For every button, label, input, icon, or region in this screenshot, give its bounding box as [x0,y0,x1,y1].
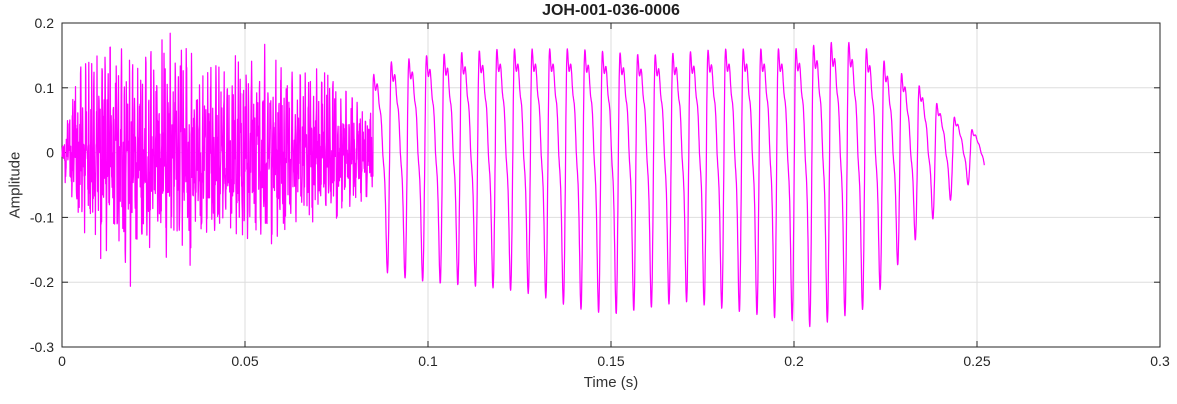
chart-title: JOH-001-036-0006 [542,2,680,19]
y-tick-label: -0.3 [30,339,54,355]
y-tick-label: 0 [46,145,54,161]
x-tick-label: 0.25 [963,353,990,369]
x-axis-label: Time (s) [583,374,639,391]
y-tick-label: 0.2 [35,15,55,31]
x-tick-label: 0.1 [418,353,438,369]
x-tick-label: 0.3 [1150,353,1170,369]
waveform-path [61,32,985,328]
x-tick-label: 0.05 [231,353,258,369]
y-tick-label: -0.2 [30,274,54,290]
y-tick-label: 0.1 [35,80,55,96]
x-tick-label: 0.15 [597,353,624,369]
x-tick-label: 0 [58,353,66,369]
y-tick-label: -0.1 [30,209,54,225]
x-tick-label: 0.2 [784,353,804,369]
